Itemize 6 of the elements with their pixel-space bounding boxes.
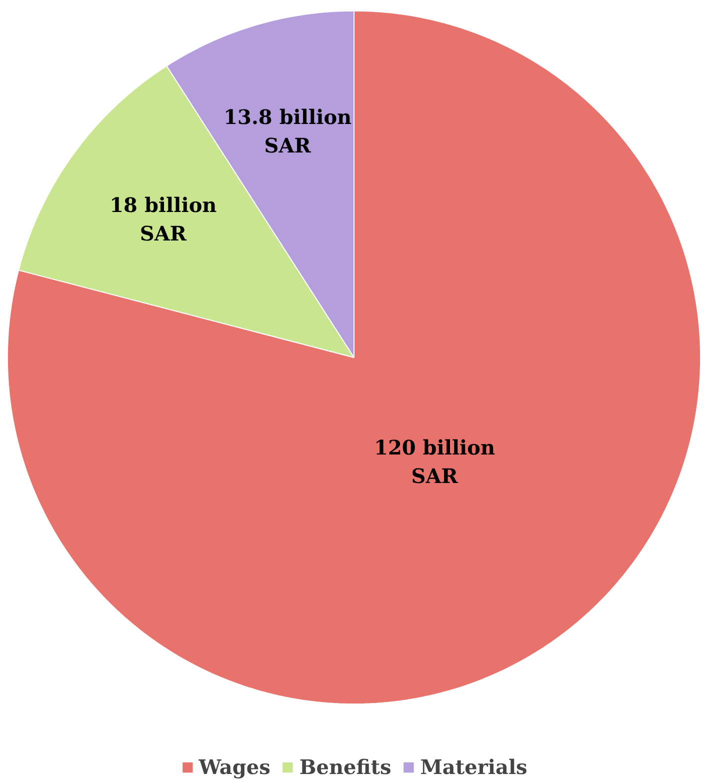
legend-label: Materials [420, 755, 528, 779]
data-label: 13.8 billion SAR [224, 104, 352, 158]
data-label: 120 billion SAR [374, 435, 496, 488]
legend-label: Benefits [299, 755, 392, 779]
legend-label: Wages [198, 755, 270, 779]
data-label: 18 billion SAR [110, 192, 218, 246]
